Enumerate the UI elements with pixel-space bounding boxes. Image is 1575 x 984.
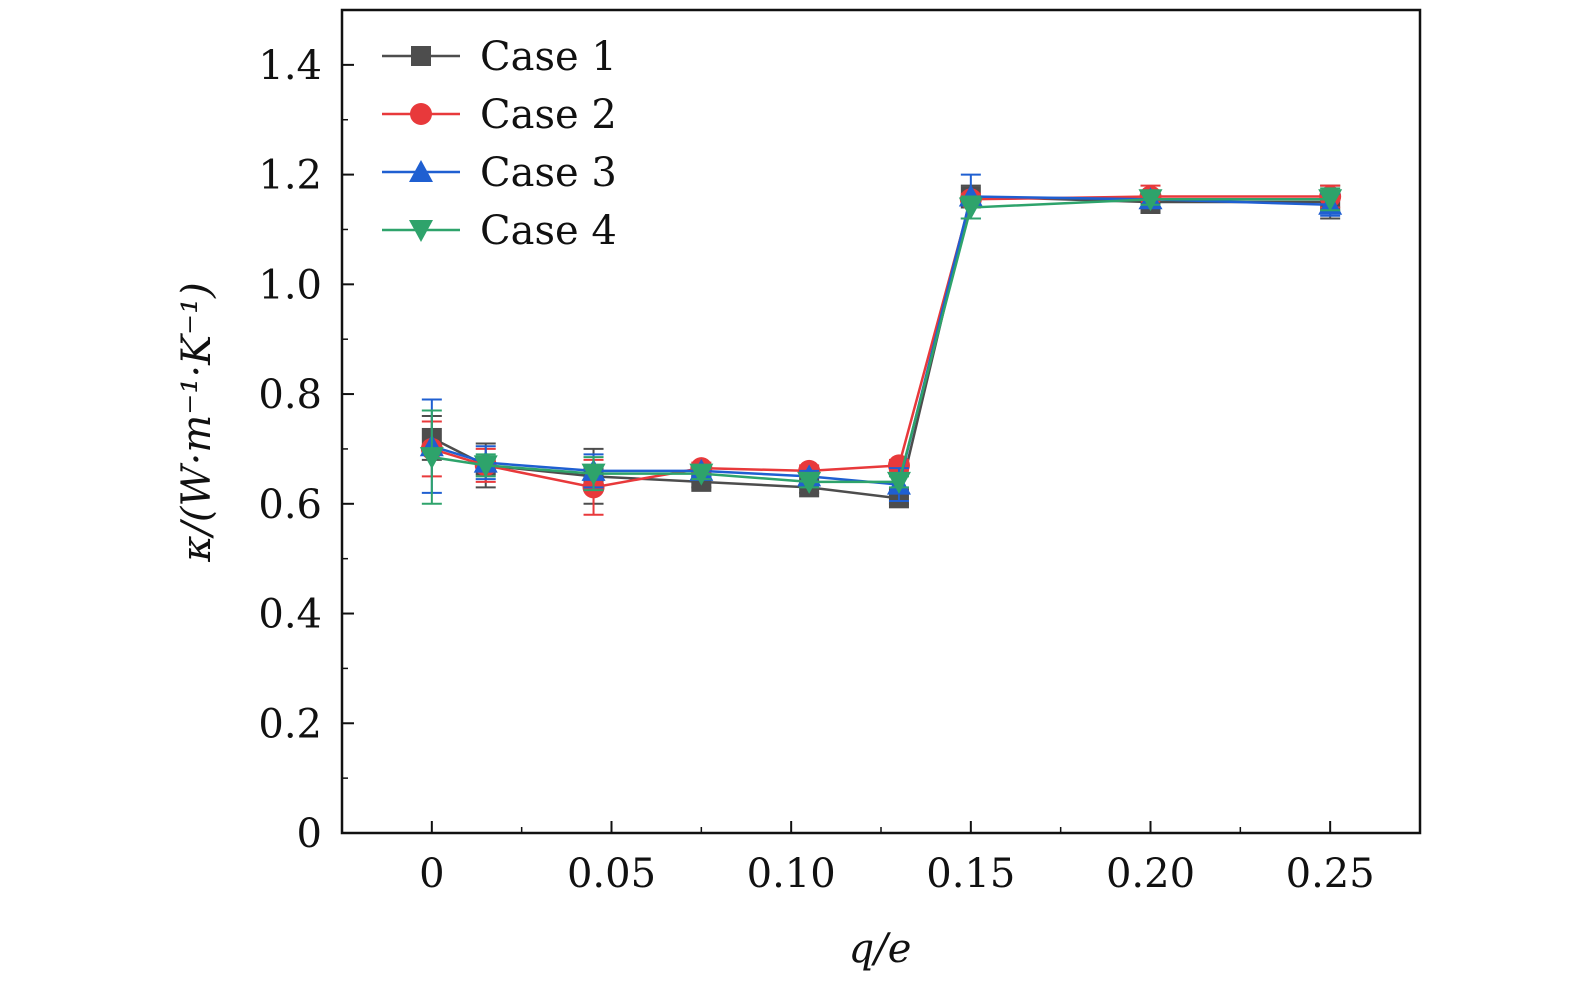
y-tick-label: 1.4 — [258, 43, 322, 89]
data-point — [886, 471, 911, 494]
y-tick-label: 0 — [297, 811, 322, 857]
legend-item: Case 1 — [382, 34, 617, 80]
data-point — [473, 455, 498, 478]
y-axis-label: κ/(W·m⁻¹·K⁻¹) — [174, 282, 220, 563]
y-tick-label: 0.2 — [258, 701, 322, 747]
legend-item: Case 4 — [382, 208, 617, 254]
legend-item: Case 2 — [382, 92, 617, 138]
x-tick-label: 0.20 — [1106, 851, 1195, 897]
data-point — [581, 463, 606, 486]
legend: Case 1 Case 2 Case 3 Case 4 — [382, 34, 617, 254]
legend-label: Case 3 — [480, 150, 617, 196]
data-point — [1138, 189, 1163, 212]
data-point — [797, 471, 822, 494]
y-tick-label: 0.8 — [258, 372, 322, 418]
x-tick-label: 0.25 — [1286, 851, 1375, 897]
data-point — [958, 197, 983, 220]
legend-swatch-marker — [409, 220, 433, 242]
y-tick-label: 1.2 — [258, 153, 322, 199]
series-layer — [419, 173, 1343, 516]
data-point — [1318, 189, 1343, 212]
legend-label: Case 2 — [480, 92, 617, 138]
data-point — [689, 463, 714, 486]
axes: 0 0.05 0.10 0.15 0.20 0.25 0 0.2 0.4 0.6 0.8 1.0 1.2… — [258, 8, 1422, 897]
x-tick-label: 0 — [419, 851, 444, 897]
legend-swatch-marker — [409, 160, 433, 182]
x-tick-label: 0.15 — [926, 851, 1015, 897]
legend-label: Case 4 — [480, 208, 617, 254]
legend-item: Case 3 — [382, 150, 617, 196]
legend-swatch-marker — [411, 46, 431, 66]
legend-swatch-marker — [410, 103, 432, 125]
y-tick-label: 0.6 — [258, 482, 322, 528]
y-tick-label: 0.4 — [258, 592, 322, 638]
x-tick-label: 0.10 — [747, 851, 836, 897]
y-tick-label: 1.0 — [258, 262, 322, 308]
data-point — [419, 447, 444, 470]
x-tick-label: 0.05 — [567, 851, 656, 897]
series-4 — [419, 187, 1343, 505]
x-axis-label: q/e — [849, 926, 912, 972]
legend-label: Case 1 — [480, 34, 617, 80]
